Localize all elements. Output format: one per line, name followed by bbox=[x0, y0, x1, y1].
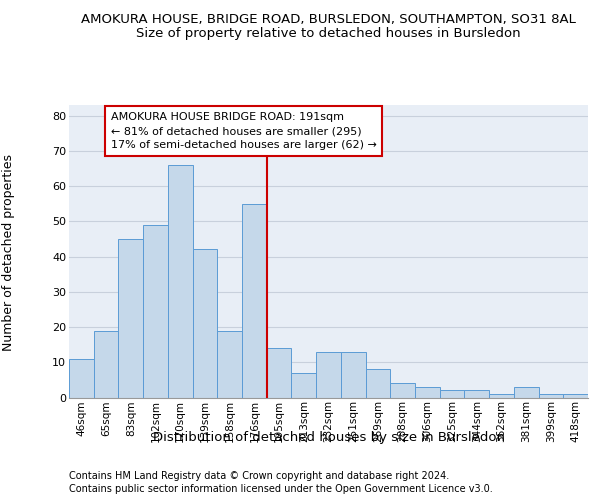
Text: Size of property relative to detached houses in Bursledon: Size of property relative to detached ho… bbox=[136, 28, 521, 40]
Bar bbox=[390, 384, 415, 398]
Bar bbox=[69, 358, 94, 398]
Bar bbox=[292, 373, 316, 398]
Bar bbox=[118, 239, 143, 398]
Bar bbox=[365, 370, 390, 398]
Bar bbox=[415, 387, 440, 398]
Text: Number of detached properties: Number of detached properties bbox=[2, 154, 16, 351]
Bar bbox=[514, 387, 539, 398]
Bar bbox=[193, 250, 217, 398]
Bar bbox=[168, 165, 193, 398]
Bar bbox=[440, 390, 464, 398]
Text: AMOKURA HOUSE BRIDGE ROAD: 191sqm
← 81% of detached houses are smaller (295)
17%: AMOKURA HOUSE BRIDGE ROAD: 191sqm ← 81% … bbox=[111, 112, 377, 150]
Bar bbox=[267, 348, 292, 398]
Bar bbox=[242, 204, 267, 398]
Bar bbox=[94, 330, 118, 398]
Text: Distribution of detached houses by size in Bursledon: Distribution of detached houses by size … bbox=[153, 431, 505, 444]
Bar bbox=[217, 330, 242, 398]
Bar bbox=[563, 394, 588, 398]
Bar bbox=[539, 394, 563, 398]
Bar bbox=[489, 394, 514, 398]
Bar bbox=[316, 352, 341, 398]
Text: Contains HM Land Registry data © Crown copyright and database right 2024.: Contains HM Land Registry data © Crown c… bbox=[69, 471, 449, 481]
Bar bbox=[464, 390, 489, 398]
Text: AMOKURA HOUSE, BRIDGE ROAD, BURSLEDON, SOUTHAMPTON, SO31 8AL: AMOKURA HOUSE, BRIDGE ROAD, BURSLEDON, S… bbox=[82, 12, 576, 26]
Bar bbox=[341, 352, 365, 398]
Bar bbox=[143, 225, 168, 398]
Text: Contains public sector information licensed under the Open Government Licence v3: Contains public sector information licen… bbox=[69, 484, 493, 494]
